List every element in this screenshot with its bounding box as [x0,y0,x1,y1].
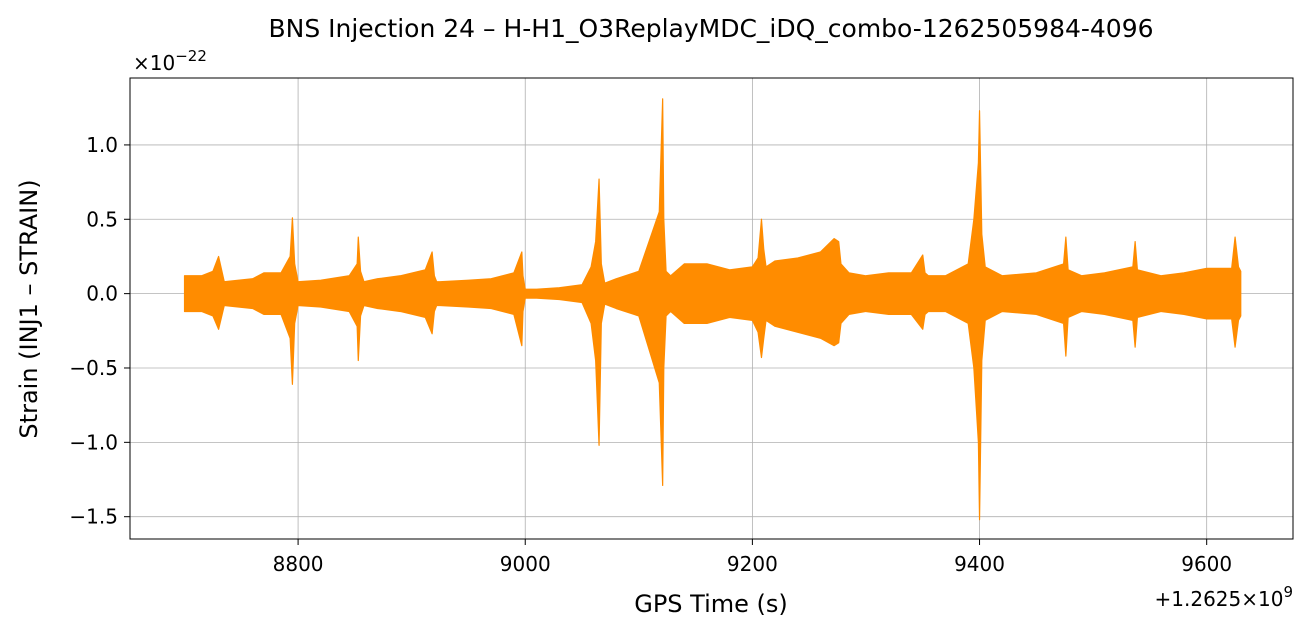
x-axis-label: GPS Time (s) [634,590,788,618]
y-tick-label: −1.0 [69,430,118,454]
x-tick-label: 9600 [1181,552,1232,576]
y-tick-label: 0.5 [86,207,118,231]
y-tick-label: −0.5 [69,356,118,380]
y-multiplier: ×10−22 [133,47,207,75]
series-layer [183,98,1242,521]
y-axis: −1.5 −1.0 −0.5 0.0 0.5 1.0 [69,133,130,529]
y-multiplier-exponent: −22 [175,47,207,65]
x-tick-label: 8800 [273,552,324,576]
y-tick-label: 0.0 [86,282,118,306]
x-axis: 8800 9000 9200 9400 9600 [273,539,1232,576]
chart-title: BNS Injection 24 – H-H1_O3ReplayMDC_iDQ_… [268,14,1153,43]
x-offset-exponent: 9 [1283,583,1293,601]
y-tick-label: 1.0 [86,133,118,157]
x-offset-base: +1.2625×10 [1155,587,1284,611]
x-tick-label: 9200 [727,552,778,576]
strain-series-envelope [183,98,1242,521]
y-tick-label: −1.5 [69,505,118,529]
x-offset-label: +1.2625×109 [1155,583,1294,611]
y-multiplier-base: ×10 [133,51,175,75]
plot-frame [129,77,1294,540]
y-axis-label: Strain (INJ1 – STRAIN) [15,179,43,438]
x-tick-label: 9400 [954,552,1005,576]
x-tick-label: 9000 [500,552,551,576]
